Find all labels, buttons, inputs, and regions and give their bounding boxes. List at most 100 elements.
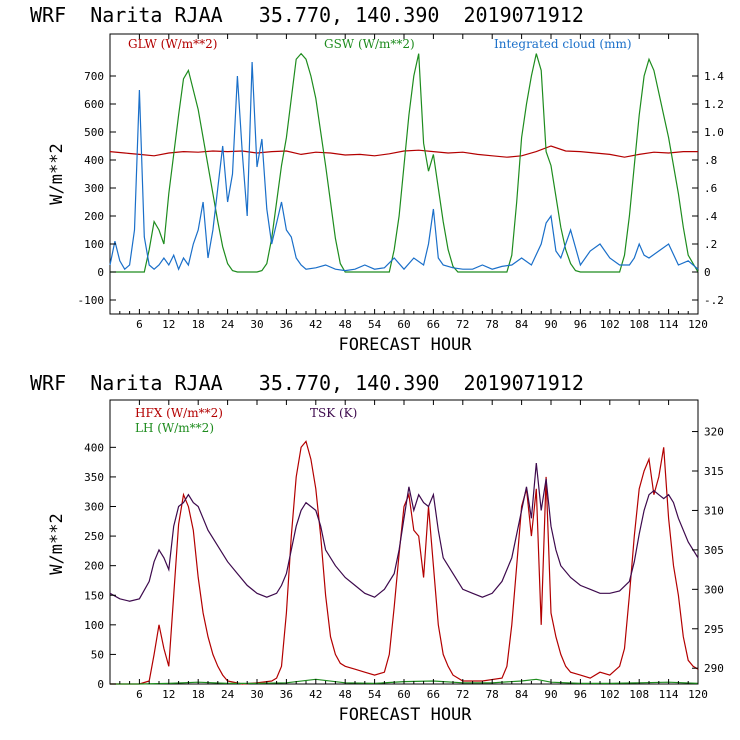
x-tick-label: 84 bbox=[515, 688, 529, 701]
chart-bottom-x-ticks: 6 12 18 24 30 36 42 48 54 60 66 72 78 84 90 96 102 108 114… bbox=[119, 400, 708, 701]
y-tick-label: 250 bbox=[84, 530, 104, 543]
series-line-gsw bbox=[110, 52, 699, 273]
x-tick-label: 96 bbox=[574, 688, 587, 701]
series-line-tsk bbox=[109, 463, 699, 602]
y-tick-label: 50 bbox=[91, 648, 104, 661]
y-tick-label: 300 bbox=[84, 182, 104, 195]
chart-bottom-legend-hfx: HFX (W/m**2) bbox=[135, 406, 223, 420]
chart-bottom-x-label: FORECAST HOUR bbox=[338, 705, 472, 725]
x-tick-label: 30 bbox=[250, 318, 263, 331]
chart-top-x-label: FORECAST HOUR bbox=[338, 335, 472, 355]
chart-bottom-series-layer bbox=[109, 440, 699, 685]
series-line-integrated bbox=[109, 61, 699, 272]
x-tick-label: 66 bbox=[427, 688, 440, 701]
series-line-lh bbox=[110, 678, 699, 685]
chart-top-series-layer bbox=[109, 52, 699, 273]
y2-tick-label: .4 bbox=[704, 210, 718, 223]
x-tick-label: 120 bbox=[688, 688, 708, 701]
x-tick-label: 84 bbox=[515, 318, 529, 331]
y-tick-label: 0 bbox=[97, 266, 104, 279]
x-tick-label: 114 bbox=[659, 318, 679, 331]
x-tick-label: 66 bbox=[427, 318, 440, 331]
series-line-glw bbox=[109, 145, 698, 158]
x-tick-label: 30 bbox=[250, 688, 263, 701]
x-tick-label: 42 bbox=[309, 318, 322, 331]
x-tick-label: 60 bbox=[397, 688, 410, 701]
chart-bottom-y-label: W/m**2 bbox=[47, 513, 67, 574]
chart-top-x-ticks: 6 12 18 24 30 36 42 48 54 60 66 72 78 84 90 96 102 108 114… bbox=[119, 34, 708, 331]
x-tick-label: 108 bbox=[629, 318, 649, 331]
x-tick-label: 18 bbox=[192, 318, 205, 331]
x-tick-label: 78 bbox=[486, 688, 499, 701]
y-tick-label: 500 bbox=[84, 126, 104, 139]
y2-tick-label: 1.4 bbox=[704, 70, 724, 83]
chart-bottom-plot-frame bbox=[109, 399, 699, 685]
x-tick-label: 36 bbox=[280, 688, 293, 701]
x-tick-label: 120 bbox=[688, 318, 708, 331]
y-tick-label: 350 bbox=[84, 471, 104, 484]
x-tick-label: 114 bbox=[659, 688, 679, 701]
x-tick-label: 48 bbox=[339, 318, 352, 331]
x-tick-label: 48 bbox=[339, 688, 352, 701]
chart-top: WRF Narita RJAA 35.770, 140.390 20190719… bbox=[30, 3, 724, 355]
x-tick-label: 72 bbox=[456, 688, 469, 701]
x-tick-label: 12 bbox=[162, 318, 175, 331]
y2-tick-label: .6 bbox=[704, 182, 717, 195]
x-tick-label: 90 bbox=[544, 688, 557, 701]
y2-tick-label: 290 bbox=[704, 662, 724, 675]
y-tick-label: 200 bbox=[84, 210, 104, 223]
x-tick-label: 72 bbox=[456, 318, 469, 331]
chart-top-legend-glw: GLW (W/m**2) bbox=[128, 37, 217, 51]
chart-bottom-y2-ticks: 290 295 300 305 310 315 320 bbox=[692, 426, 724, 675]
chart-top-legend-cloud: Integrated cloud (mm) bbox=[494, 37, 632, 51]
chart-top-y-ticks: -100 0 100 200 300 400 500 600 700 bbox=[78, 70, 116, 307]
y2-tick-label: 315 bbox=[704, 465, 724, 478]
y-tick-label: 400 bbox=[84, 441, 104, 454]
y-tick-label: 300 bbox=[84, 501, 104, 514]
chart-top-legend-gsw: GSW (W/m**2) bbox=[324, 37, 415, 51]
x-tick-label: 18 bbox=[192, 688, 205, 701]
y2-tick-label: 0 bbox=[704, 266, 711, 279]
chart-top-title: WRF Narita RJAA 35.770, 140.390 20190719… bbox=[30, 3, 584, 27]
y2-tick-label: .8 bbox=[704, 154, 717, 167]
x-tick-label: 96 bbox=[574, 318, 587, 331]
x-tick-label: 60 bbox=[397, 318, 410, 331]
y2-tick-label: 305 bbox=[704, 544, 724, 557]
y-tick-label: 400 bbox=[84, 154, 104, 167]
y2-tick-label: 1.2 bbox=[704, 98, 724, 111]
x-tick-label: 90 bbox=[544, 318, 557, 331]
series-line-hfx bbox=[110, 440, 699, 685]
y2-tick-label: 295 bbox=[704, 623, 724, 636]
y2-tick-label: .2 bbox=[704, 238, 717, 251]
y-tick-label: 600 bbox=[84, 98, 104, 111]
y-tick-label: 200 bbox=[84, 560, 104, 573]
x-tick-label: 54 bbox=[368, 688, 382, 701]
x-tick-label: 102 bbox=[600, 688, 620, 701]
x-tick-label: 102 bbox=[600, 318, 620, 331]
chart-top-y-label: W/m**2 bbox=[47, 143, 67, 204]
y-tick-label: 700 bbox=[84, 70, 104, 83]
x-tick-label: 108 bbox=[629, 688, 649, 701]
chart-bottom-legend-tsk: TSK (K) bbox=[310, 406, 357, 420]
chart-top-y2-ticks: -.2 0 .2 .4 .6 .8 1.0 1.2 1.4 bbox=[692, 70, 724, 307]
x-tick-label: 24 bbox=[221, 688, 235, 701]
x-tick-label: 78 bbox=[486, 318, 499, 331]
y-tick-label: 0 bbox=[97, 678, 104, 691]
x-tick-label: 54 bbox=[368, 318, 382, 331]
x-tick-label: 42 bbox=[309, 688, 322, 701]
y-tick-label: 100 bbox=[84, 238, 104, 251]
chart-bottom-title: WRF Narita RJAA 35.770, 140.390 20190719… bbox=[30, 371, 584, 395]
y-tick-label: -100 bbox=[78, 294, 105, 307]
y2-tick-label: 300 bbox=[704, 583, 724, 596]
y2-tick-label: 1.0 bbox=[704, 126, 724, 139]
chart-bottom-legend-lh: LH (W/m**2) bbox=[135, 421, 214, 435]
chart-bottom-y-ticks: 0 50 100 150 200 250 300 350 400 bbox=[84, 441, 116, 691]
y-tick-label: 150 bbox=[84, 589, 104, 602]
x-tick-label: 36 bbox=[280, 318, 293, 331]
y2-tick-label: 310 bbox=[704, 504, 724, 517]
y2-tick-label: 320 bbox=[704, 426, 724, 439]
x-tick-label: 6 bbox=[136, 318, 143, 331]
x-tick-label: 6 bbox=[136, 688, 143, 701]
y-tick-label: 100 bbox=[84, 619, 104, 632]
